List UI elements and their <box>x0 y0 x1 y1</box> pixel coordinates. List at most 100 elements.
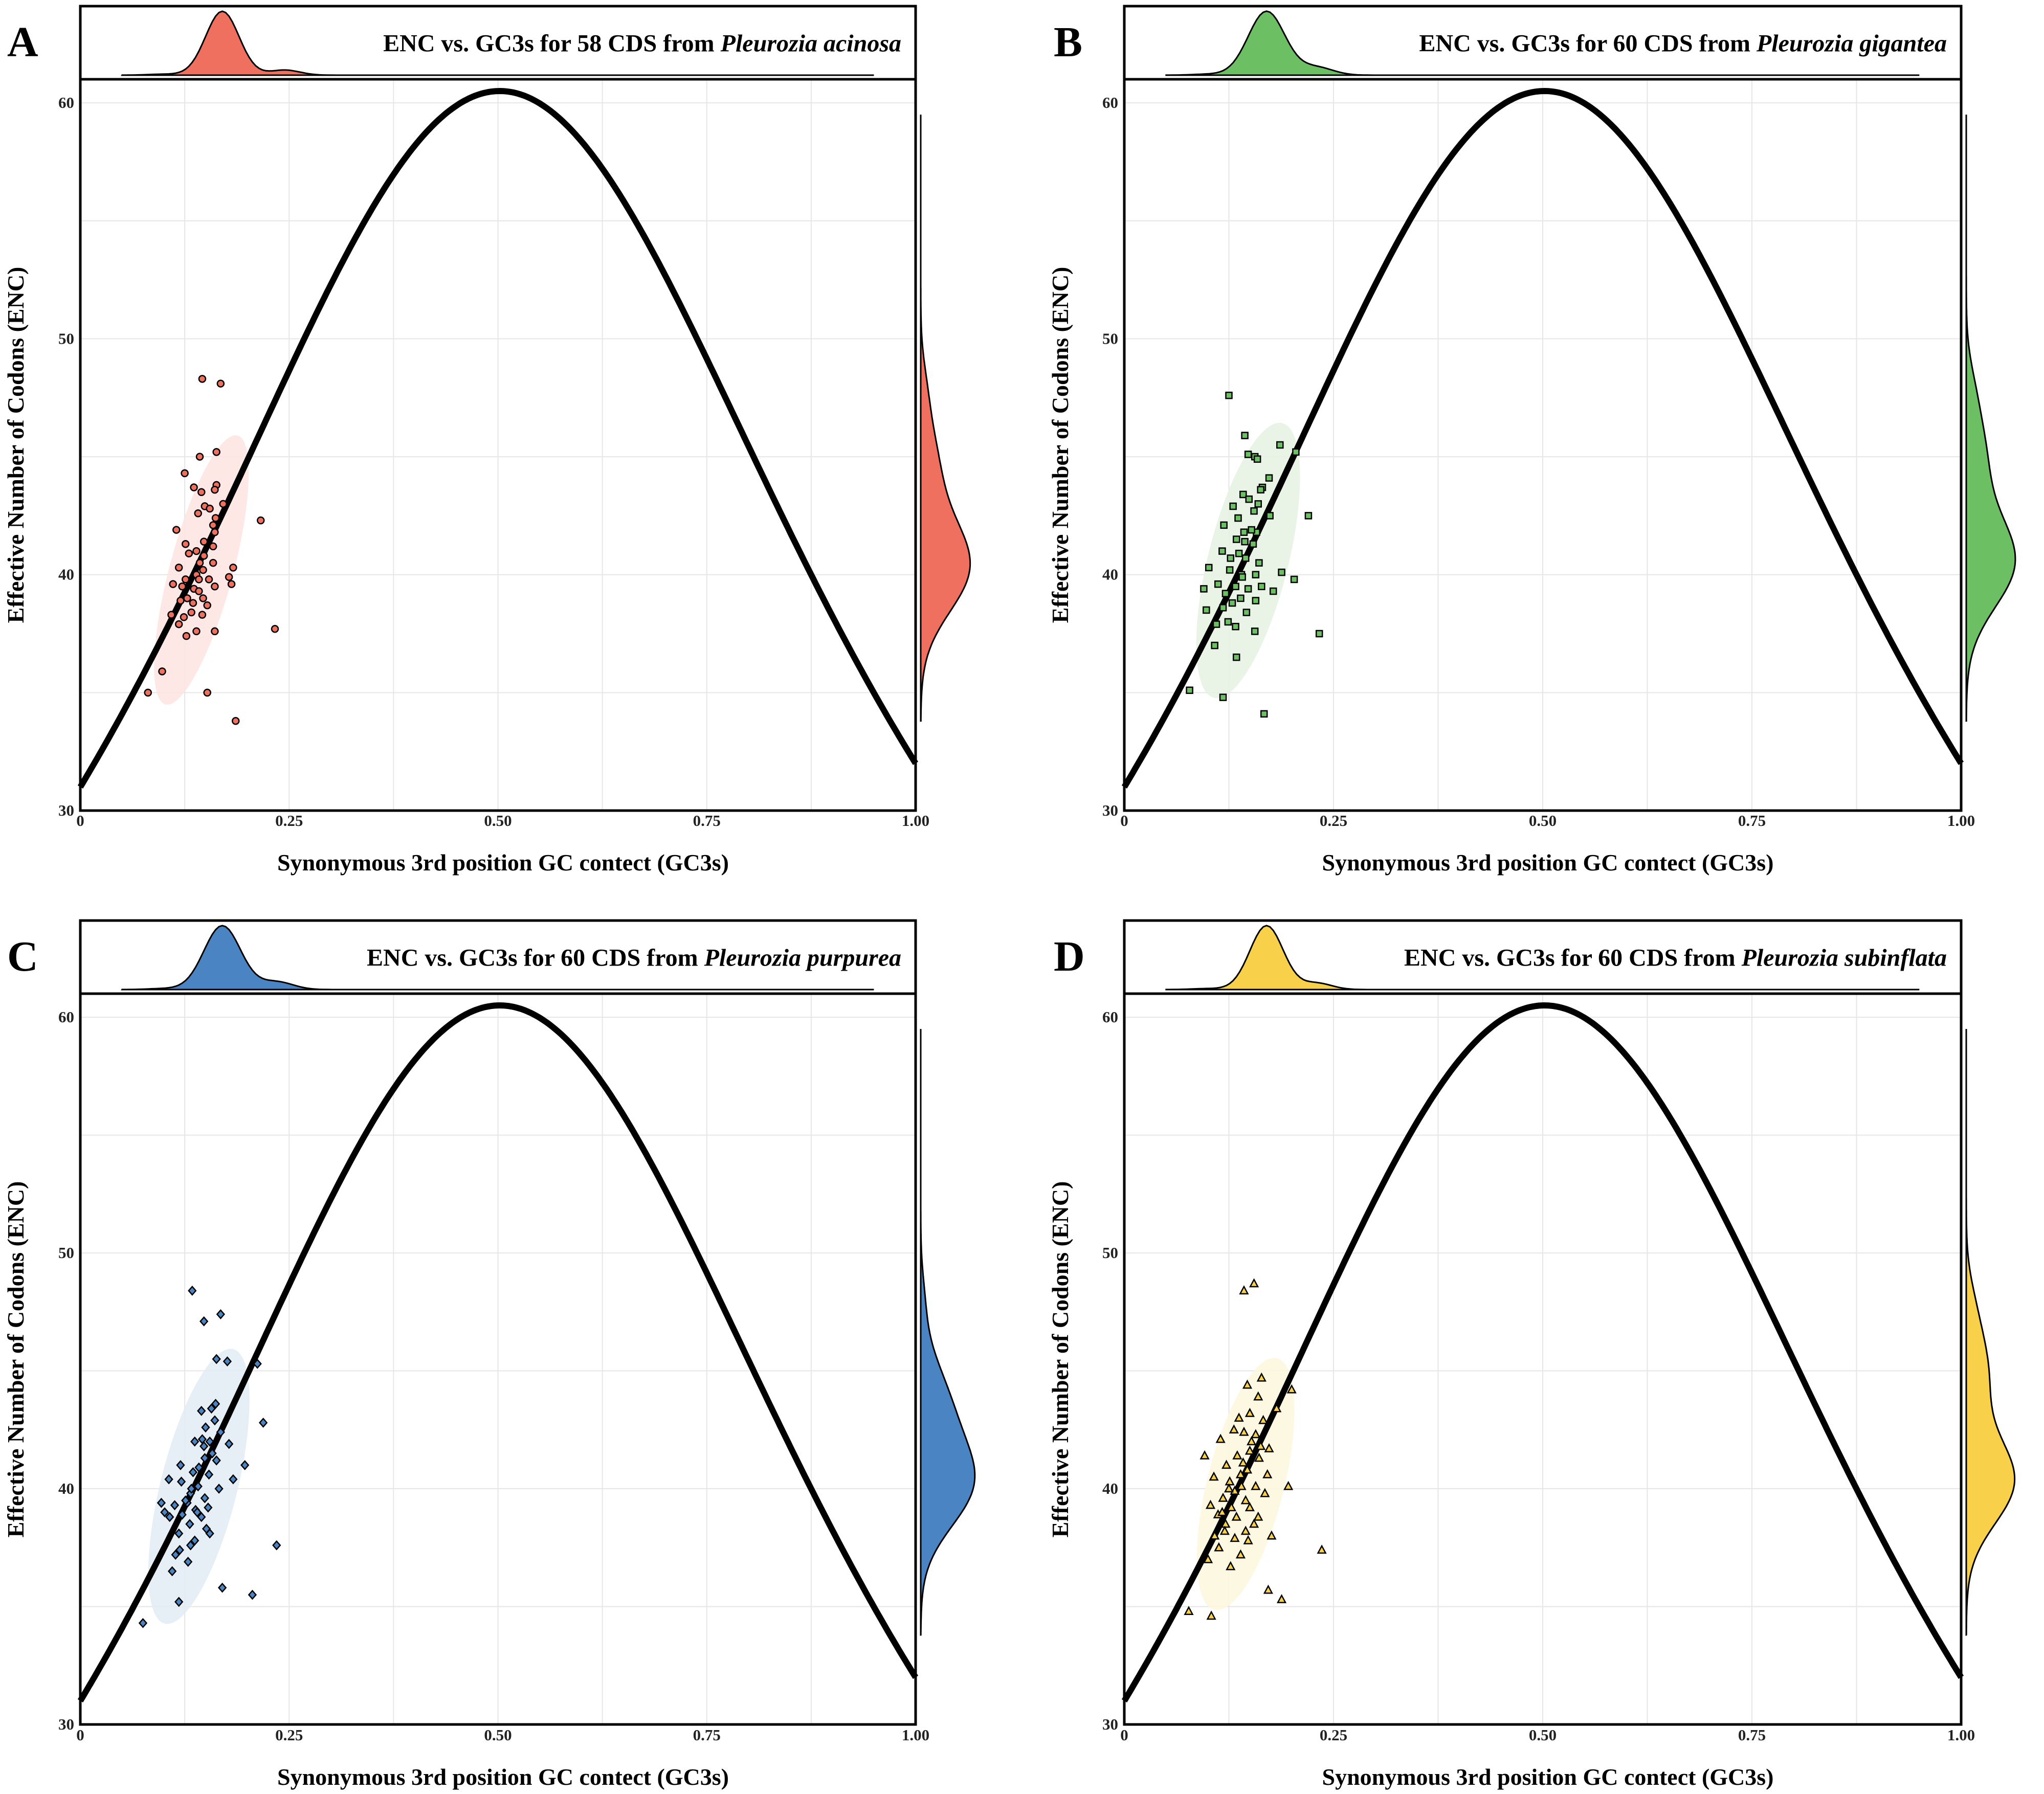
x-tick-label: 0 <box>76 1726 84 1744</box>
data-point <box>1232 653 1240 661</box>
data-point <box>1205 1499 1216 1509</box>
data-point <box>1240 1495 1251 1505</box>
data-point <box>1230 1533 1240 1542</box>
data-point <box>1245 495 1253 503</box>
data-point <box>1241 537 1249 546</box>
plot-frame <box>1123 992 1963 1726</box>
y-tick-label: 30 <box>1102 1715 1118 1733</box>
data-point <box>1232 535 1240 543</box>
x-tick-label: 1.00 <box>1947 1726 1975 1744</box>
data-point <box>1240 528 1248 536</box>
data-point <box>1258 1415 1269 1424</box>
panel-letter: A <box>7 18 38 66</box>
data-point <box>189 599 197 607</box>
data-point <box>1203 606 1210 614</box>
data-point <box>209 542 217 551</box>
data-point <box>1218 547 1226 555</box>
x-tick-label: 0.25 <box>1320 1726 1347 1744</box>
data-point <box>183 1557 193 1567</box>
data-point <box>1200 585 1208 593</box>
data-point <box>176 1476 186 1487</box>
x-tick-label: 0.50 <box>1529 1726 1557 1744</box>
data-point <box>1292 448 1300 456</box>
top-density <box>121 10 874 76</box>
data-point <box>1248 526 1255 534</box>
data-point <box>138 1618 148 1628</box>
data-point <box>212 448 220 456</box>
data-point <box>174 620 183 629</box>
data-point <box>1210 1530 1220 1540</box>
data-point <box>225 573 233 581</box>
data-point <box>1219 604 1227 612</box>
y-tick-label: 40 <box>58 1479 74 1497</box>
data-point <box>195 453 204 461</box>
data-point <box>1290 575 1298 584</box>
data-point <box>199 594 207 602</box>
data-point <box>1267 1530 1277 1540</box>
data-point <box>174 564 183 572</box>
data-point <box>231 716 240 725</box>
data-point <box>157 1497 166 1508</box>
data-point <box>182 575 190 584</box>
data-point <box>188 1285 197 1296</box>
chart-title: ENC vs. GC3s for 60 CDS from Pleurozia s… <box>1404 945 1947 972</box>
gridlines <box>1124 994 1961 1724</box>
data-point <box>183 594 191 602</box>
data-point <box>1244 585 1252 593</box>
data-point <box>197 488 206 497</box>
data-point <box>1245 1445 1255 1455</box>
data-point <box>1221 1460 1232 1469</box>
data-point <box>1269 587 1277 595</box>
x-axis-title: Synonymous 3rd position GC contect (GC3s… <box>277 849 729 876</box>
data-point <box>1252 571 1260 578</box>
data-point <box>258 1418 268 1428</box>
data-point <box>205 1528 214 1539</box>
data-point <box>200 1453 209 1464</box>
data-point <box>1214 580 1222 588</box>
chart-title: ENC vs. GC3s for 60 CDS from Pleurozia p… <box>367 945 901 972</box>
data-point <box>1211 641 1218 649</box>
data-point <box>1224 618 1232 626</box>
top-density <box>1165 925 1920 991</box>
x-tick-label: 1.00 <box>1947 812 1975 829</box>
data-point <box>178 582 186 591</box>
data-point <box>216 379 225 388</box>
data-point <box>205 575 213 584</box>
chart-title-prefix: ENC vs. GC3s for 60 CDS from <box>1404 945 1742 972</box>
data-point <box>203 688 211 697</box>
data-point <box>185 1519 194 1530</box>
data-point <box>200 1493 209 1504</box>
data-point <box>199 1316 209 1327</box>
y-tick-label: 60 <box>1102 1008 1118 1026</box>
data-point <box>1239 1426 1249 1436</box>
data-point <box>199 552 208 560</box>
data-point <box>1258 582 1265 591</box>
data-point <box>1304 512 1313 520</box>
data-point <box>1221 590 1230 597</box>
y-tick-label: 30 <box>1102 801 1118 819</box>
data-point <box>1234 514 1242 522</box>
chart-title-prefix: ENC vs. GC3s for 60 CDS from <box>1419 30 1757 57</box>
x-tick-label: 0.75 <box>693 1726 721 1744</box>
data-point <box>164 1474 173 1485</box>
data-point <box>212 1455 221 1466</box>
data-point <box>1264 1443 1274 1452</box>
y-axis-title: Effective Number of Codons (ENC) <box>3 1181 29 1538</box>
data-point <box>1251 1481 1261 1490</box>
data-point <box>211 1399 220 1409</box>
data-point <box>216 1427 226 1438</box>
data-point <box>206 504 214 513</box>
chart-title: ENC vs. GC3s for 58 CDS from Pleurozia a… <box>383 30 901 57</box>
y-tick-label: 40 <box>58 566 74 584</box>
data-point <box>1235 1549 1246 1559</box>
data-point <box>1229 1424 1239 1434</box>
data-point <box>187 1484 196 1494</box>
x-tick-label: 0.50 <box>484 812 512 829</box>
data-point <box>207 1403 216 1414</box>
data-point <box>1199 1450 1210 1460</box>
data-point <box>223 1356 232 1367</box>
y-tick-label: 40 <box>1102 1479 1118 1497</box>
x-axis-title: Synonymous 3rd position GC contect (GC3s… <box>277 1764 729 1790</box>
data-point <box>171 1550 180 1560</box>
data-point <box>1217 1507 1227 1516</box>
